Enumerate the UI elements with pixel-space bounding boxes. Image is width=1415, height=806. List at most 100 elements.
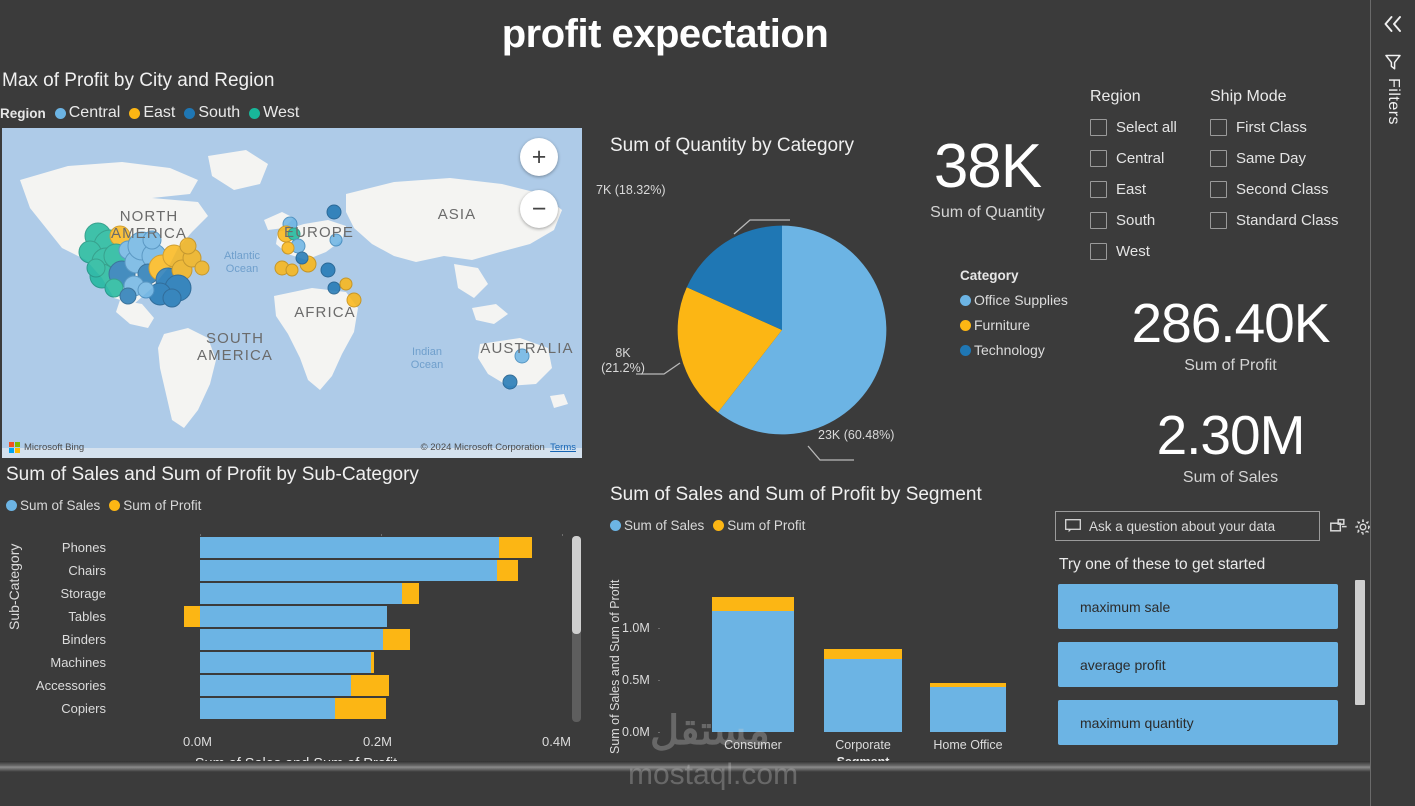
table-row[interactable] — [200, 560, 518, 581]
legend-label: Sum of Profit — [123, 498, 202, 513]
chevron-double-left-icon[interactable] — [1382, 14, 1404, 34]
table-row[interactable] — [824, 649, 902, 732]
bar-category-label: Accessories — [35, 678, 106, 693]
slicer-ship-mode-item-second-class[interactable]: Second Class — [1210, 177, 1370, 201]
bar-segment-sales — [200, 606, 387, 627]
page-horizontal-scrollbar[interactable] — [0, 761, 1371, 772]
slicer-region[interactable]: Region Select all Central East South Wes… — [1090, 88, 1208, 270]
legend-item-sum-of-profit[interactable]: Sum of Profit — [109, 498, 201, 513]
pie-chart-title: Sum of Quantity by Category — [610, 135, 854, 156]
slicer-item-label: Standard Class — [1236, 211, 1339, 229]
filters-pane-label: Filters — [1385, 78, 1402, 126]
slicer-item-label: First Class — [1236, 118, 1307, 136]
bar-chart-scrollbar[interactable] — [572, 536, 581, 722]
filters-pane-collapsed[interactable]: Filters — [1370, 0, 1415, 806]
slicer-ship-mode-item-same-day[interactable]: Same Day — [1210, 146, 1370, 170]
qa-visual[interactable]: Ask a question about your data Try one o… — [1055, 508, 1371, 778]
checkbox-icon[interactable] — [1090, 242, 1107, 260]
map-zoom-in-button[interactable]: + — [520, 138, 558, 176]
qa-suggestion-maximum-sale[interactable]: maximum sale — [1058, 584, 1338, 629]
world-map-graphic — [2, 128, 582, 458]
map-label-indian-ocean: Indian Ocean — [410, 346, 444, 371]
qa-suggestion-maximum-quantity[interactable]: maximum quantity — [1058, 700, 1338, 745]
pie-slice-office-supplies — [717, 225, 887, 435]
checkbox-icon[interactable] — [1210, 211, 1227, 229]
legend-item-sum-of-sales[interactable]: Sum of Sales — [610, 518, 704, 533]
bar-chart-subcategory-visual[interactable]: Sum of Sales and Sum of Profit by Sub-Ca… — [0, 460, 592, 806]
qa-suggestion-average-profit[interactable]: average profit — [1058, 642, 1338, 687]
column-segment-sales — [930, 687, 1006, 732]
slicer-region-item-select-all[interactable]: Select all — [1090, 115, 1208, 139]
scrollbar-thumb[interactable] — [572, 536, 581, 634]
pie-chart-plot[interactable]: 7K (18.32%) 8K (21.2%) 23K (60.48%) — [596, 183, 902, 461]
qa-scrollbar-thumb[interactable] — [1355, 580, 1365, 705]
slicer-region-item-south[interactable]: South — [1090, 208, 1208, 232]
legend-label: West — [263, 104, 300, 121]
column-segment-sales — [712, 611, 794, 732]
bar-segment-sales — [200, 675, 351, 696]
checkbox-icon[interactable] — [1090, 180, 1107, 198]
filter-icon[interactable] — [1383, 52, 1403, 72]
gridline — [562, 534, 563, 722]
column-category-label: Corporate — [835, 738, 891, 752]
map-legend-item-central[interactable]: Central — [54, 104, 120, 122]
checkbox-icon[interactable] — [1210, 180, 1227, 198]
slicer-region-item-east[interactable]: East — [1090, 177, 1208, 201]
map-legend-item-west[interactable]: West — [249, 104, 299, 122]
bar-category-label: Storage — [60, 586, 106, 601]
column-chart-segment-visual[interactable]: Sum of Sales and Sum of Profit by Segmen… — [600, 480, 1050, 806]
column-chart-y-axis-title: Sum of Sales and Sum of Profit — [608, 579, 622, 754]
map-zoom-out-button[interactable]: − — [520, 190, 558, 228]
map-legend-item-south[interactable]: South — [184, 104, 240, 122]
map-visual[interactable]: Max of Profit by City and Region Region … — [0, 68, 584, 458]
x-tick-label: 0.0M — [183, 734, 212, 749]
slicer-item-label: Central — [1116, 149, 1165, 167]
qa-subtitle: Try one of these to get started — [1059, 556, 1266, 573]
slicer-region-item-west[interactable]: West — [1090, 239, 1208, 263]
checkbox-icon[interactable] — [1090, 149, 1107, 167]
category-legend-item-technology[interactable]: Technology — [960, 342, 1110, 358]
slicer-ship-mode-item-standard-class[interactable]: Standard Class — [1210, 208, 1370, 232]
kpi-value: 286.40K — [1131, 292, 1331, 354]
table-row[interactable] — [712, 597, 794, 732]
qa-question-input[interactable]: Ask a question about your data — [1055, 511, 1320, 541]
table-row[interactable] — [200, 698, 386, 719]
pie-chart-visual[interactable]: Sum of Quantity by Category 7K (18.32%) … — [596, 130, 960, 461]
gridline — [658, 732, 1050, 733]
legend-label: Sum of Sales — [624, 518, 705, 533]
table-row[interactable] — [200, 537, 532, 558]
map-legend-item-east[interactable]: East — [129, 104, 175, 122]
column-category-label: Home Office — [933, 738, 1003, 752]
table-row[interactable] — [200, 583, 419, 604]
table-row[interactable] — [200, 675, 389, 696]
table-row[interactable] — [184, 606, 387, 627]
table-row[interactable] — [930, 683, 1006, 732]
checkbox-icon[interactable] — [1210, 118, 1227, 136]
bar-segment-sales — [200, 560, 497, 581]
bar-category-label: Chairs — [68, 563, 106, 578]
map-canvas[interactable]: NORTH AMERICA SOUTH AMERICA EUROPE AFRICA … — [2, 128, 582, 458]
slicer-ship-mode-item-first-class[interactable]: First Class — [1210, 115, 1370, 139]
column-chart-plot: Sum of Sales and Sum of Profit 0.0M 0.5M… — [600, 542, 1050, 802]
map-terms-link[interactable]: Terms — [550, 442, 576, 453]
category-legend-item-office-supplies[interactable]: Office Supplies — [960, 292, 1110, 308]
checkbox-icon[interactable] — [1090, 118, 1107, 136]
map-legend: Region Central East South West — [0, 104, 299, 122]
checkbox-icon[interactable] — [1090, 211, 1107, 229]
gear-icon[interactable] — [1354, 518, 1371, 536]
bar-segment-profit — [383, 629, 410, 650]
bing-attribution: Microsoft Bing — [9, 442, 84, 453]
legend-item-sum-of-sales[interactable]: Sum of Sales — [6, 498, 100, 513]
slicer-ship-mode[interactable]: Ship Mode First Class Same Day Second Cl… — [1210, 88, 1370, 239]
checkbox-icon[interactable] — [1210, 149, 1227, 167]
table-row[interactable] — [200, 629, 410, 650]
legend-item-sum-of-profit[interactable]: Sum of Profit — [713, 518, 805, 533]
kpi-label: Sum of Profit — [1184, 357, 1277, 374]
pie-data-label-technology: 7K (18.32%) — [596, 183, 666, 197]
category-legend-item-furniture[interactable]: Furniture — [960, 317, 1110, 333]
duplicate-icon[interactable] — [1330, 518, 1348, 536]
bar-segment-sales — [200, 537, 499, 558]
slicer-region-item-central[interactable]: Central — [1090, 146, 1208, 170]
table-row[interactable] — [200, 652, 374, 673]
bar-chart-plot: Sub-Category Phones Chairs Storage Table… — [0, 522, 592, 802]
